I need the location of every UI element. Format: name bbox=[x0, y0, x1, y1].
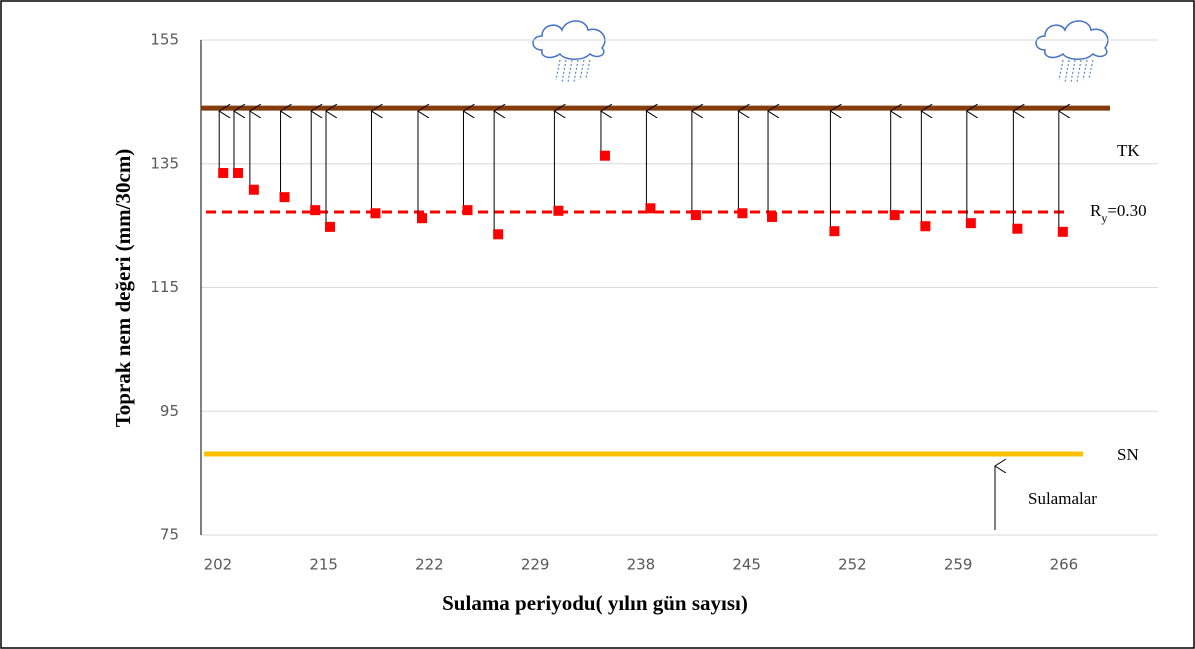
y-tick-label: 95 bbox=[160, 402, 179, 420]
arrow-legend: Sulamalar bbox=[1028, 489, 1097, 508]
x-tick-label: 238 bbox=[627, 556, 656, 574]
x-tick-label: 266 bbox=[1050, 556, 1079, 574]
point bbox=[965, 218, 976, 229]
x-tick-label: 229 bbox=[521, 556, 550, 574]
y-tick-label: 155 bbox=[150, 31, 179, 49]
point bbox=[462, 205, 473, 216]
rain-cloud bbox=[532, 20, 606, 83]
x-tick-label: 215 bbox=[309, 556, 338, 574]
point bbox=[370, 208, 381, 219]
point bbox=[737, 208, 748, 219]
point bbox=[645, 203, 656, 214]
label-part: =0.30 bbox=[1107, 201, 1146, 220]
label-part: R bbox=[1090, 201, 1102, 220]
point bbox=[889, 210, 900, 221]
x-tick-label: 245 bbox=[732, 556, 761, 574]
reference-label: SN bbox=[1117, 445, 1139, 464]
point bbox=[1057, 226, 1068, 237]
point bbox=[417, 213, 428, 224]
x-axis-title: Sulama periyodu( yılın gün sayısı) bbox=[442, 591, 748, 615]
label-part: SN bbox=[1117, 445, 1139, 464]
y-axis-title: Toprak nem değeri (mm/30cm) bbox=[111, 149, 135, 428]
rain-cloud bbox=[1035, 20, 1109, 83]
label-part: y bbox=[1101, 211, 1107, 225]
y-tick-label: 75 bbox=[160, 526, 179, 544]
point bbox=[493, 229, 504, 240]
point bbox=[829, 226, 840, 237]
point bbox=[248, 184, 259, 195]
point bbox=[233, 168, 244, 179]
y-tick-label: 115 bbox=[150, 278, 179, 296]
point bbox=[553, 205, 564, 216]
reference-label: TK bbox=[1117, 141, 1140, 160]
point bbox=[279, 192, 290, 203]
point bbox=[767, 211, 778, 222]
point bbox=[325, 221, 336, 232]
point bbox=[690, 210, 701, 221]
point bbox=[218, 168, 229, 179]
x-tick-label: 259 bbox=[944, 556, 973, 574]
x-tick-label: 202 bbox=[204, 556, 233, 574]
reference-label: Ry=0.30 bbox=[1090, 201, 1147, 225]
x-tick-label: 222 bbox=[415, 556, 444, 574]
point bbox=[1012, 223, 1023, 234]
x-tick-label: 252 bbox=[838, 556, 867, 574]
point bbox=[310, 205, 321, 216]
point bbox=[599, 150, 610, 161]
point bbox=[920, 221, 931, 232]
y-tick-label: 135 bbox=[150, 154, 179, 172]
label-part: TK bbox=[1117, 141, 1140, 160]
